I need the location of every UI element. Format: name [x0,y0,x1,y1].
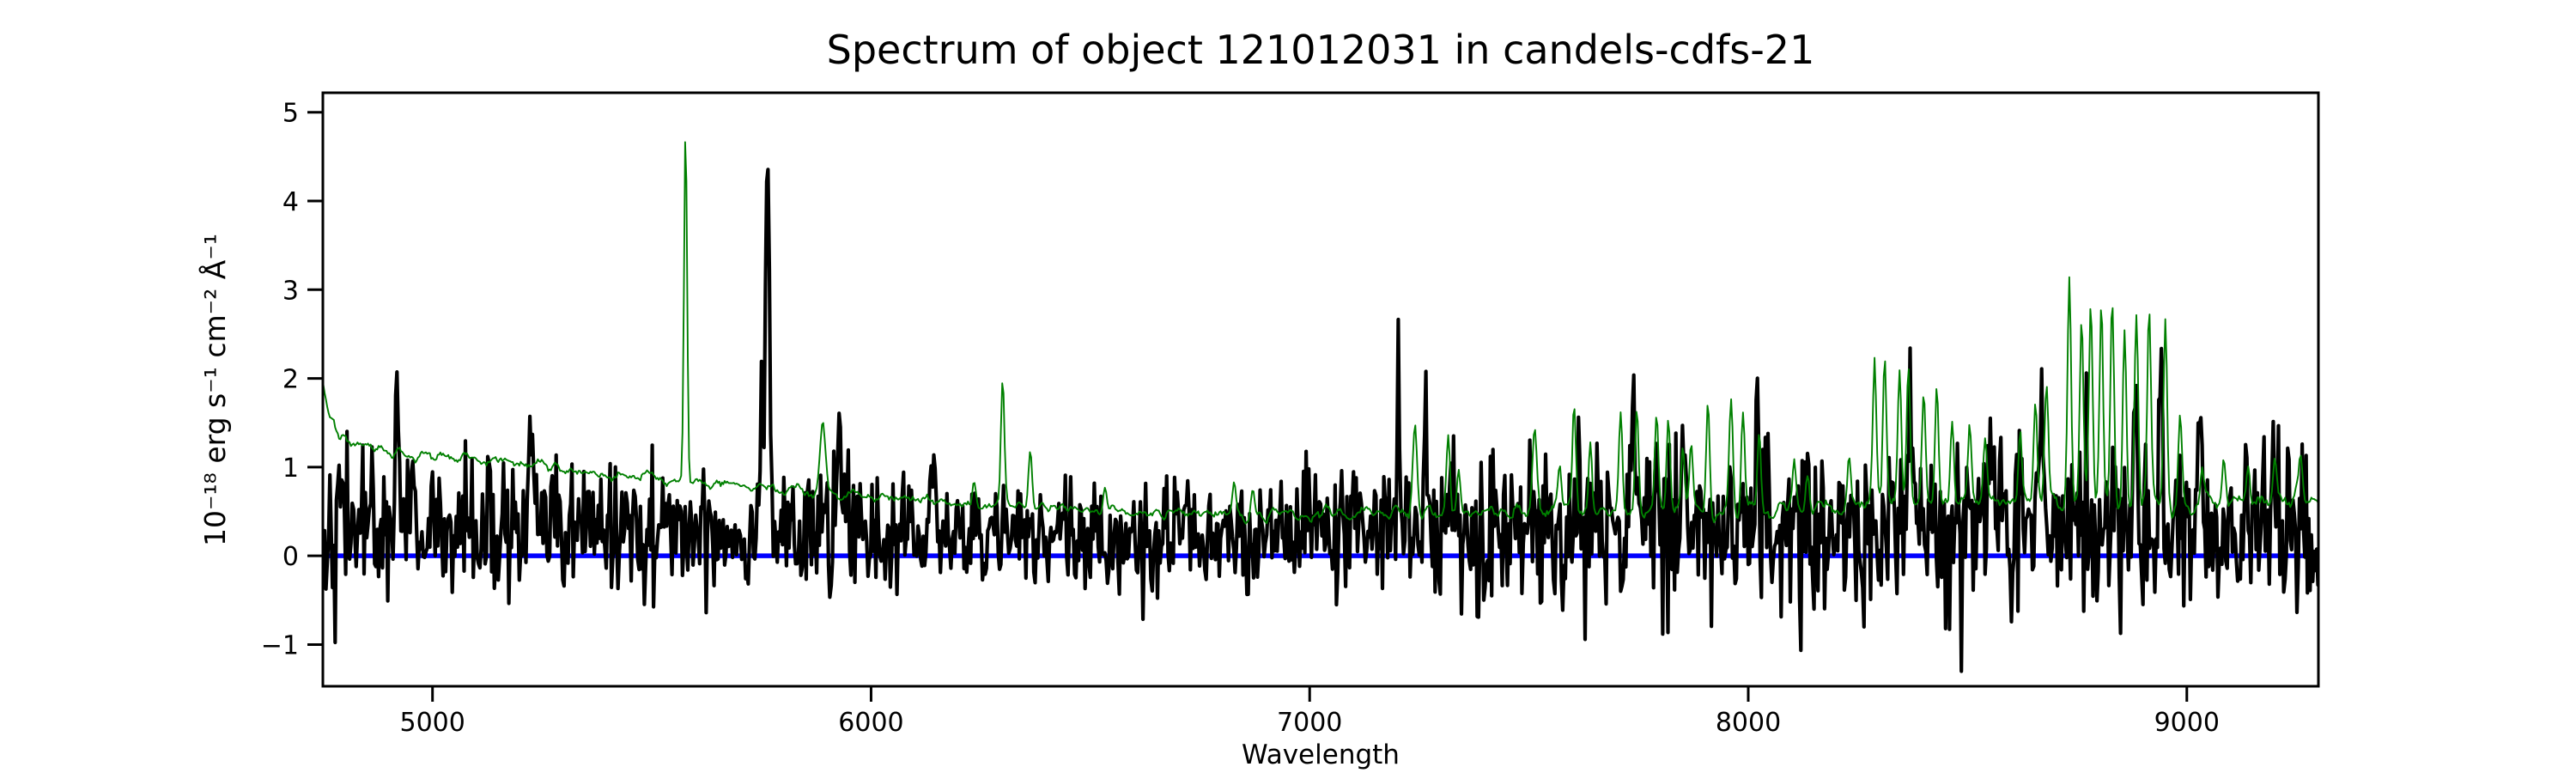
y-tick-label: 2 [283,365,299,395]
y-tick-label: 5 [283,99,299,129]
y-tick-label: −1 [261,630,299,660]
y-tick-label: 3 [283,276,299,306]
x-tick-label: 8000 [1716,708,1781,738]
x-tick-label: 7000 [1277,708,1342,738]
x-axis-ticks: 5000 6000 7000 8000 9000 [400,686,2220,738]
black-spectrum-line [323,167,2318,673]
y-axis-label: 10⁻¹⁸ erg s⁻¹ cm⁻² Å⁻¹ [197,234,232,546]
x-tick-label: 6000 [838,708,903,738]
green-spectrum-line [323,141,2318,525]
y-tick-label: 0 [283,542,299,572]
plot-box [321,91,2320,688]
chart-title: Spectrum of object 121012031 in candels-… [827,27,1815,73]
y-tick-label: 1 [283,453,299,484]
y-axis-ticks: −1 0 1 2 3 4 5 [261,99,323,660]
plot-data-layer [323,141,2318,673]
x-tick-label: 9000 [2154,708,2220,738]
x-tick-label: 5000 [400,708,465,738]
y-tick-label: 4 [283,187,299,217]
x-axis-label: Wavelength [1242,740,1400,770]
